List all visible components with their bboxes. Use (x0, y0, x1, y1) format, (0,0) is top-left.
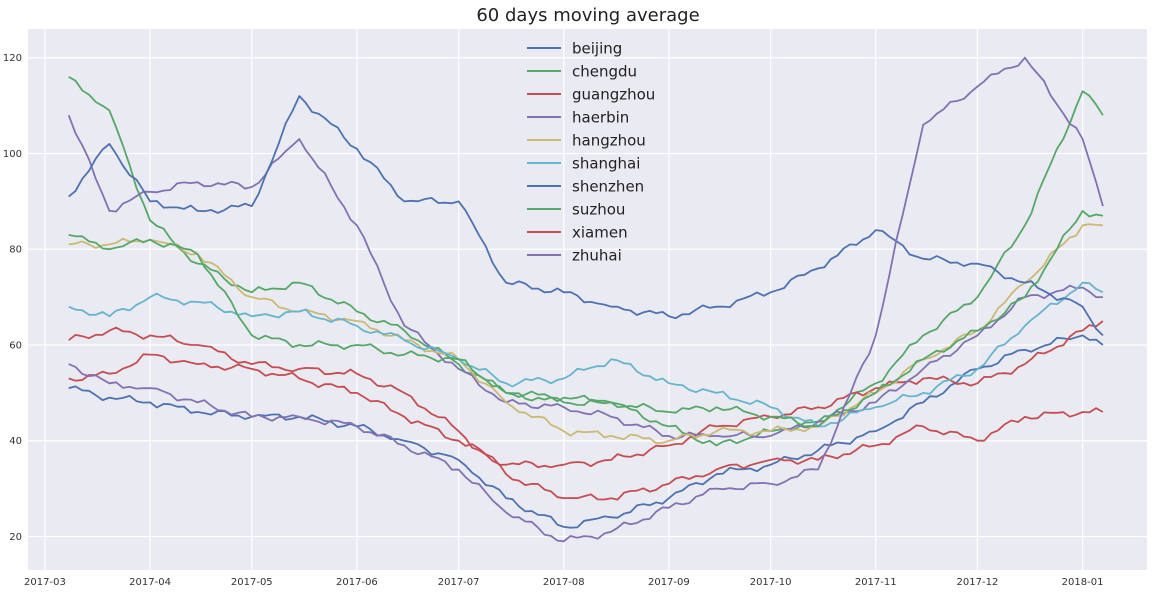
legend-label-hangzhou: hangzhou (572, 132, 646, 150)
y-tick-label: 100 (3, 149, 22, 160)
x-tick-label: 2017-08 (543, 577, 585, 588)
series-line-hangzhou (68, 223, 1103, 444)
x-tick-label: 2017-11 (855, 577, 897, 588)
legend-label-beijing: beijing (572, 40, 622, 58)
legend-label-suzhou: suzhou (572, 201, 625, 219)
y-tick-label: 60 (9, 340, 22, 351)
x-tick-label: 2018-01 (1062, 577, 1104, 588)
x-tick-label: 2017-07 (438, 577, 480, 588)
series-line-zhuhai (68, 56, 1104, 543)
series-line-guangzhou (68, 320, 1104, 469)
series-line-shanghai (68, 281, 1104, 428)
x-tick-label: 2017-10 (750, 577, 792, 588)
chart-title: 60 days moving average (476, 5, 699, 26)
axis-tick-labels: 2017-03 2017-04 2017-05 2017-06 2017-07 2017-… (3, 53, 1104, 588)
x-tick-label: 2017-05 (231, 577, 273, 588)
x-tick-label: 2017-03 (24, 577, 66, 588)
x-tick-label: 2017-06 (336, 577, 378, 588)
y-tick-label: 120 (3, 53, 22, 64)
legend: beijing chengdu guangzhou haerbin hangzhou sh… (527, 40, 655, 265)
plot-area (28, 29, 1147, 570)
y-tick-label: 40 (9, 436, 22, 447)
legend-label-xiamen: xiamen (572, 224, 628, 242)
series-line-beijing (68, 334, 1104, 529)
legend-label-haerbin: haerbin (572, 109, 629, 127)
series-line-haerbin (67, 114, 1103, 440)
series-line-xiamen (68, 326, 1104, 501)
x-tick-label: 2017-12 (957, 577, 999, 588)
x-tick-label: 2017-04 (129, 577, 171, 588)
y-tick-label: 20 (9, 532, 22, 543)
legend-label-guangzhou: guangzhou (572, 86, 655, 104)
series-lines (67, 56, 1104, 543)
legend-label-shanghai: shanghai (572, 155, 640, 173)
series-line-shenzhen (68, 95, 1104, 337)
legend-label-zhuhai: zhuhai (572, 247, 622, 265)
x-tick-label: 2017-09 (648, 577, 690, 588)
legend-label-chengdu: chengdu (572, 63, 637, 81)
legend-label-shenzhen: shenzhen (572, 178, 644, 196)
series-line-suzhou (68, 210, 1104, 428)
y-tick-label: 80 (9, 245, 22, 256)
series-line-chengdu (68, 76, 1104, 447)
